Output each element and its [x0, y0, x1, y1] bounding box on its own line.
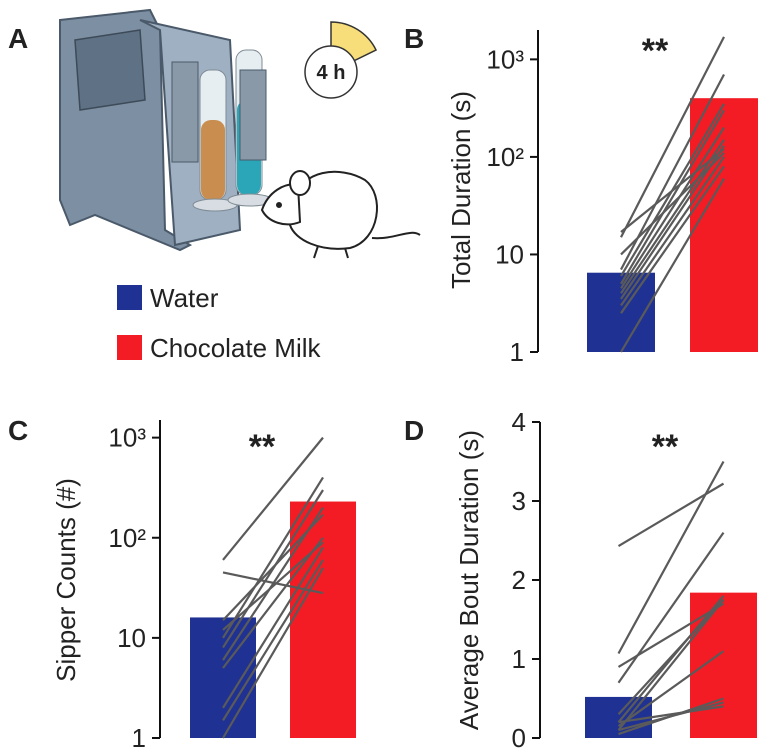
y-tick-label: 1 [132, 723, 146, 751]
subject-line [617, 599, 725, 731]
y-tick-label: 10² [108, 523, 146, 553]
subject-line [620, 126, 725, 289]
subject-line [222, 559, 324, 721]
subject-line [617, 595, 725, 723]
subject-line [620, 165, 725, 314]
subject-line [222, 537, 324, 669]
y-tick-label: 10² [486, 142, 524, 172]
subject-line [618, 705, 724, 724]
bar [690, 592, 757, 738]
subject-line [620, 156, 725, 307]
y-tick-label: 1 [510, 337, 524, 367]
subject-line [620, 148, 725, 233]
subject-line [617, 599, 725, 716]
subject-line [617, 482, 725, 547]
subject-line [620, 109, 725, 285]
subject-line [617, 650, 725, 728]
subject-line [617, 460, 725, 654]
panel-label: D [404, 415, 424, 446]
mouse-drawing [260, 170, 421, 259]
y-tick-label: 10 [117, 623, 146, 653]
timer-icon: 4 h [304, 21, 378, 99]
subject-line [620, 177, 725, 353]
subject-line [222, 436, 324, 561]
apparatus-illustration [59, 8, 273, 252]
timer-label: 4 h [317, 62, 346, 84]
bar [585, 696, 652, 738]
subject-line [620, 36, 725, 238]
y-tick-label: 3 [512, 486, 526, 516]
y-tick-label: 4 [512, 407, 526, 437]
significance: ** [249, 428, 276, 466]
subject-line [222, 571, 324, 595]
subject-line [617, 531, 725, 684]
legend-swatch [117, 335, 142, 360]
panel-label: C [8, 415, 28, 446]
significance: ** [652, 428, 679, 466]
y-tick-label: 0 [512, 723, 526, 751]
subject-line [222, 513, 324, 622]
significance: ** [642, 32, 669, 70]
panel-label: A [8, 23, 28, 54]
y-tick-label: 10³ [486, 44, 524, 74]
legend-label: Chocolate Milk [150, 333, 322, 363]
legend-label: Water [150, 283, 219, 313]
bar [290, 501, 356, 738]
y-axis-label: Average Bout Duration (s) [454, 430, 484, 730]
subject-line [222, 541, 324, 631]
subject-line [222, 546, 324, 709]
y-axis-label: Total Duration (s) [446, 91, 476, 289]
y-tick-label: 2 [512, 565, 526, 595]
y-axis-label: Sipper Counts (#) [51, 478, 81, 682]
bar [690, 98, 758, 352]
y-tick-label: 10³ [108, 423, 146, 453]
subject-line [620, 139, 725, 294]
subject-line [617, 602, 725, 668]
subject-line [620, 152, 725, 256]
subject-line [618, 701, 724, 732]
panel-label: B [404, 23, 424, 54]
y-tick-label: 10 [495, 239, 524, 269]
y-tick-label: 1 [512, 644, 526, 674]
subject-line [222, 476, 324, 639]
legend-swatch [117, 285, 142, 310]
subject-line [222, 567, 324, 739]
